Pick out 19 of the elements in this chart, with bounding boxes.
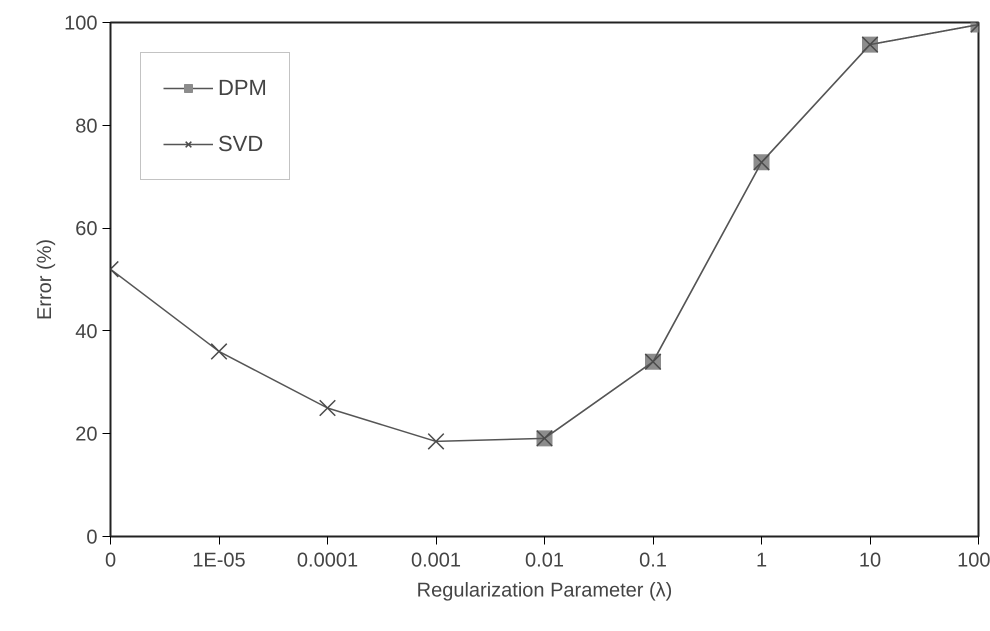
y-tick-label: 40 xyxy=(75,320,98,343)
x-tick-label: 1 xyxy=(756,550,768,572)
y-tick-label: 60 xyxy=(75,218,98,240)
x-tick-label: 0.1 xyxy=(639,550,667,572)
x-axis-title: Regularization Parameter (λ) xyxy=(416,580,672,602)
x-tick-label: 10 xyxy=(858,550,882,572)
x-tick-label: 0.001 xyxy=(410,550,462,572)
legend-label: DPM xyxy=(218,75,267,101)
y-tick-label: 80 xyxy=(75,115,98,138)
legend-label: SVD xyxy=(218,131,264,157)
y-tick-label: 0 xyxy=(86,526,98,548)
y-tick-label: 100 xyxy=(64,12,98,34)
y-tick-label: 20 xyxy=(75,424,98,446)
x-tick-label: 1E-05 xyxy=(192,550,246,572)
x-tick-label: 0 xyxy=(104,550,116,572)
y-axis-title: Error (%) xyxy=(34,238,56,320)
x-tick-label: 100 xyxy=(957,550,990,572)
x-tick-label: 0.0001 xyxy=(296,550,358,572)
x-tick-label: 0.01 xyxy=(525,550,564,572)
